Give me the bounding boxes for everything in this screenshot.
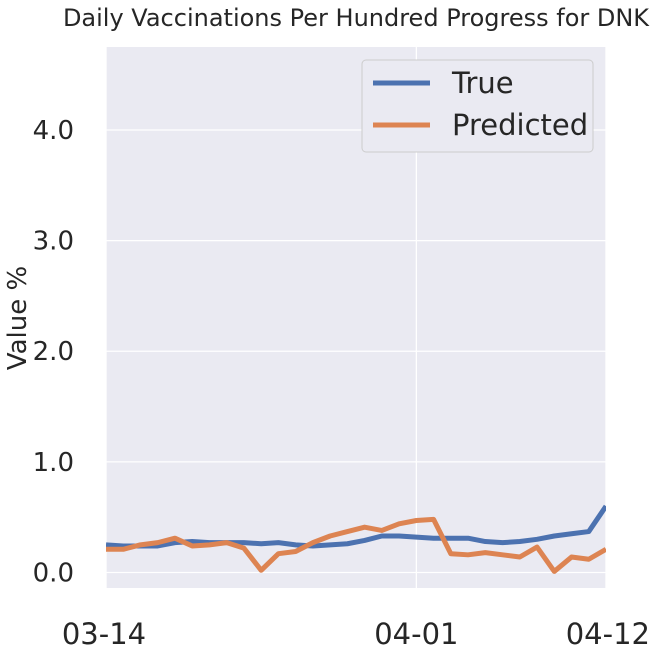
series-line-predicted — [106, 516, 606, 574]
y-tick-label-1: 1.0 — [33, 448, 74, 478]
series-line-true — [106, 504, 606, 549]
y-tick-label-4: 4.0 — [33, 116, 74, 146]
legend: True Predicted — [361, 59, 594, 153]
y-axis-ticks: 0.0 1.0 2.0 3.0 4.0 — [33, 116, 74, 589]
y-tick-label-3: 3.0 — [33, 227, 74, 257]
y-axis-label: Value % — [3, 266, 33, 370]
x-tick-label-2: 04-12 — [566, 617, 650, 651]
chart-title: Daily Vaccinations Per Hundred Progress … — [63, 4, 650, 32]
grid-layer — [105, 47, 607, 588]
x-axis-ticks: 03-14 04-01 04-12 — [62, 617, 650, 651]
x-tick-label-1: 04-01 — [374, 617, 458, 651]
y-tick-label-2: 2.0 — [33, 337, 74, 367]
series-layer — [106, 504, 606, 574]
legend-label-true: True — [451, 66, 514, 100]
legend-label-predicted: Predicted — [452, 108, 588, 142]
x-tick-label-0: 03-14 — [62, 617, 146, 651]
y-tick-label-0: 0.0 — [33, 559, 74, 589]
